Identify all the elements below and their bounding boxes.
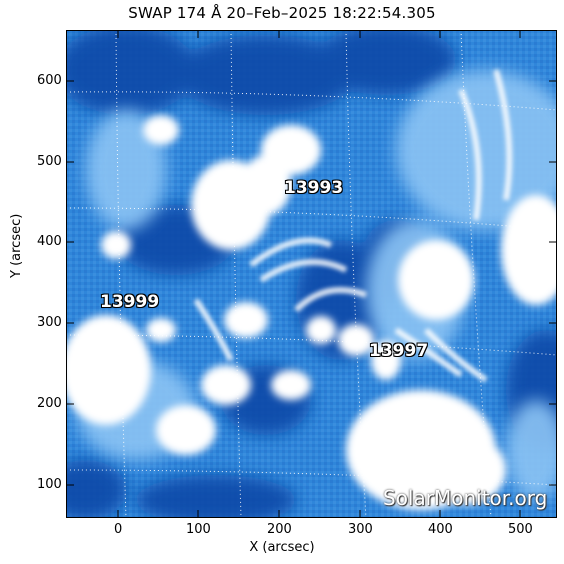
y-tick-label: 500: [37, 154, 62, 169]
y-axis-label: Y (arcsec): [9, 213, 24, 278]
x-tick-label: 0: [114, 522, 123, 537]
active-region-label: 13999: [100, 292, 160, 312]
euv-image-canvas: [66, 30, 557, 518]
x-tick-label: 500: [508, 522, 533, 537]
y-tick-label: 300: [37, 315, 62, 330]
y-tick-label: 600: [37, 73, 62, 88]
x-tick-label: 300: [348, 522, 373, 537]
active-region-label: 13993: [284, 178, 344, 198]
x-axis-label: X (arcsec): [249, 540, 315, 555]
y-tick-label: 400: [37, 234, 62, 249]
image-title: SWAP 174 Å 20–Feb–2025 18:22:54.305: [128, 4, 436, 22]
x-tick-label: 400: [428, 522, 453, 537]
active-region-label: 13997: [369, 341, 429, 361]
y-tick-label: 200: [37, 396, 62, 411]
y-tick-label: 100: [37, 477, 62, 492]
solar-image: [66, 30, 557, 518]
x-tick-label: 200: [267, 522, 292, 537]
x-tick-label: 100: [186, 522, 211, 537]
watermark-logo: SolarMonitor.org: [383, 486, 548, 510]
